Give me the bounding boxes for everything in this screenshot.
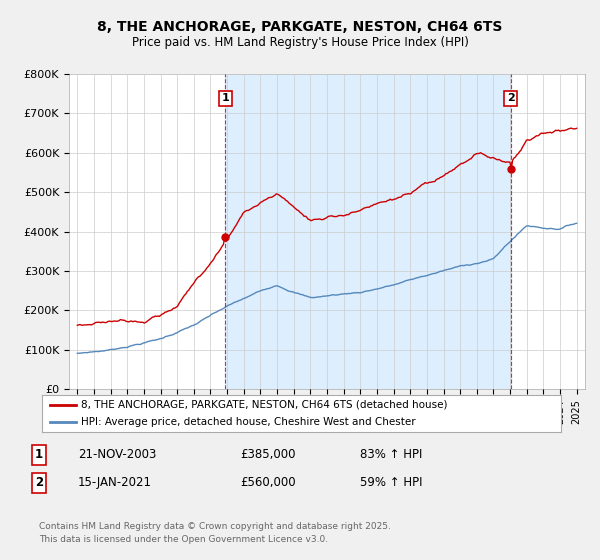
Text: HPI: Average price, detached house, Cheshire West and Chester: HPI: Average price, detached house, Ches… xyxy=(81,417,416,427)
Text: 83% ↑ HPI: 83% ↑ HPI xyxy=(360,448,422,461)
Text: 15-JAN-2021: 15-JAN-2021 xyxy=(78,476,152,489)
Text: Contains HM Land Registry data © Crown copyright and database right 2025.
This d: Contains HM Land Registry data © Crown c… xyxy=(39,522,391,544)
Bar xyxy=(225,74,511,389)
Text: 2: 2 xyxy=(507,94,515,104)
Text: £385,000: £385,000 xyxy=(240,448,296,461)
Text: Price paid vs. HM Land Registry's House Price Index (HPI): Price paid vs. HM Land Registry's House … xyxy=(131,36,469,49)
Text: 21-NOV-2003: 21-NOV-2003 xyxy=(78,448,157,461)
Text: 8, THE ANCHORAGE, PARKGATE, NESTON, CH64 6TS (detached house): 8, THE ANCHORAGE, PARKGATE, NESTON, CH64… xyxy=(81,400,448,410)
Text: 1: 1 xyxy=(221,94,229,104)
Text: 1: 1 xyxy=(35,448,43,461)
Text: 59% ↑ HPI: 59% ↑ HPI xyxy=(360,476,422,489)
Text: £560,000: £560,000 xyxy=(240,476,296,489)
Text: 2: 2 xyxy=(35,476,43,489)
Text: 8, THE ANCHORAGE, PARKGATE, NESTON, CH64 6TS: 8, THE ANCHORAGE, PARKGATE, NESTON, CH64… xyxy=(97,20,503,34)
